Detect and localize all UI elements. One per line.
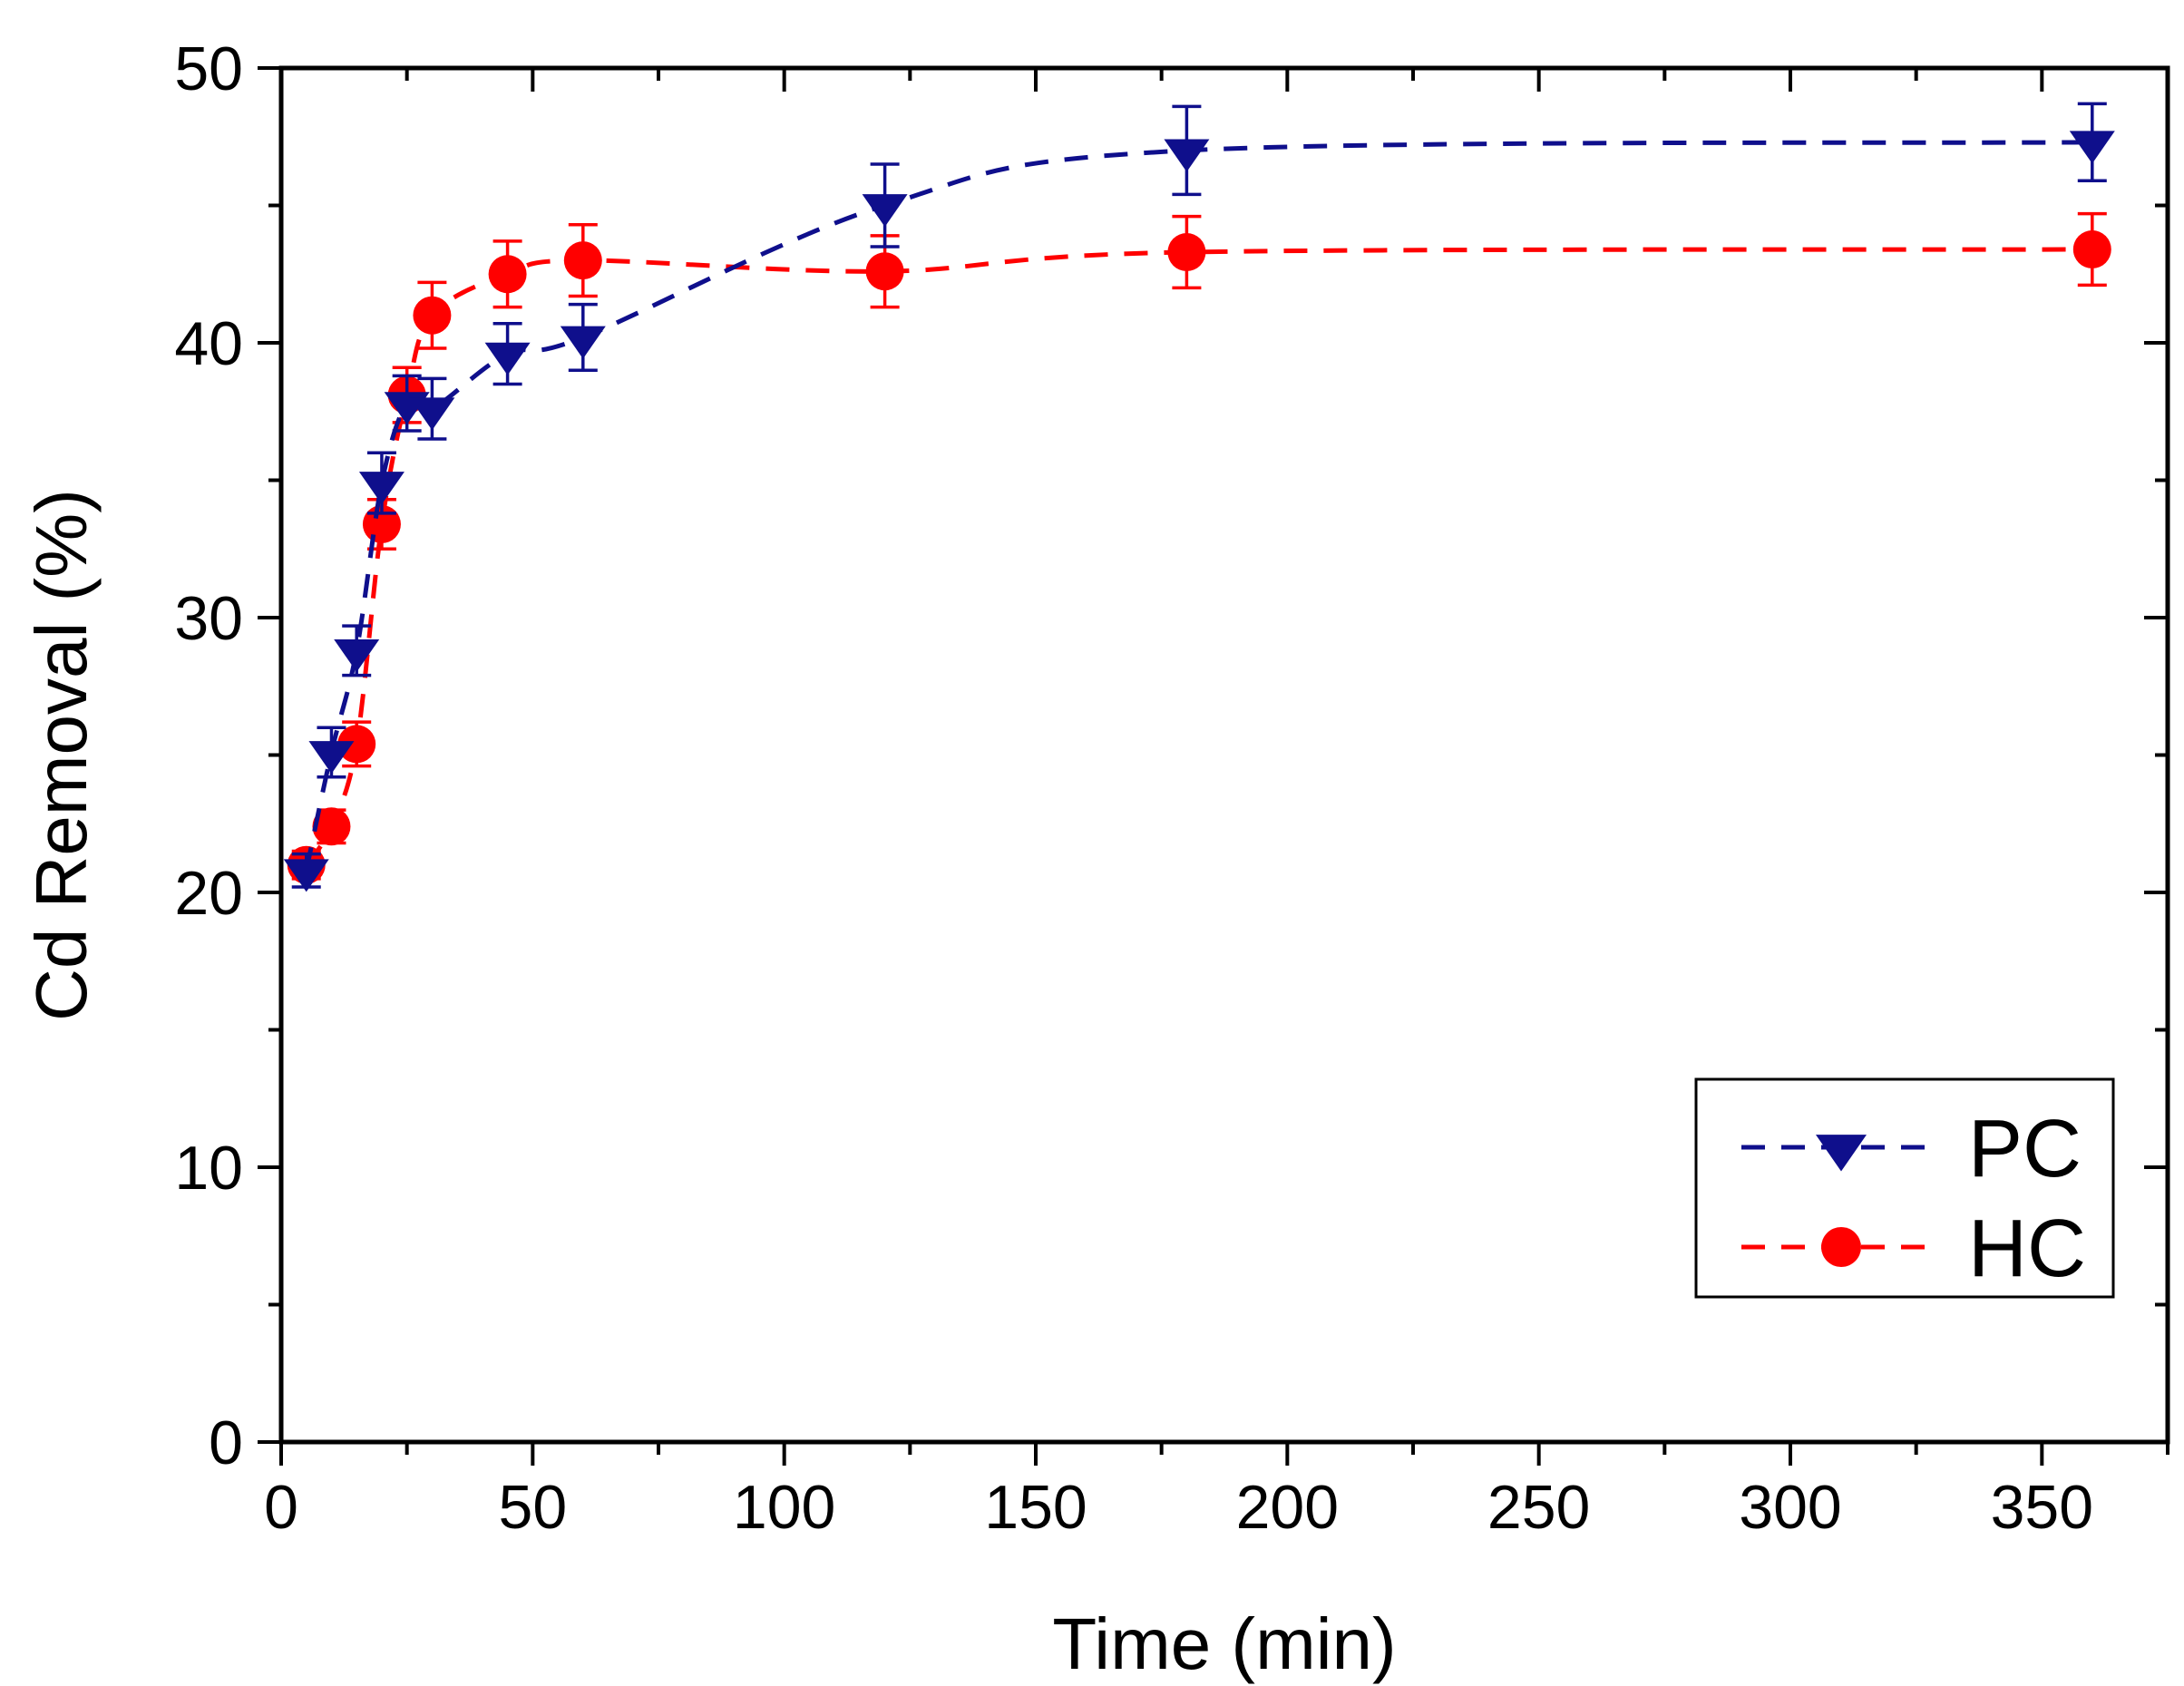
legend: PC HC [1694,1077,2115,1299]
series-pc-point [560,326,606,359]
series-pc-point [1164,139,1210,172]
x-tick-label: 250 [1487,1473,1590,1542]
x-tick-label: 0 [264,1473,298,1542]
legend-pc-marker [1816,1135,1867,1172]
legend-hc-marker [1821,1227,1861,1267]
y-tick-label: 30 [174,584,243,653]
series-pc-point [308,741,355,775]
series-hc-point [337,725,376,764]
x-tick-label: 200 [1236,1473,1339,1542]
y-tick-label: 20 [174,859,243,928]
series-pc-point [2069,131,2115,164]
x-tick-label: 150 [984,1473,1087,1542]
series-pc-point [283,859,329,892]
series-hc-line [304,247,2092,867]
legend-item-pc: PC [1741,1104,2082,1194]
y-tick-label: 10 [174,1134,243,1203]
series-pc-point [484,342,531,375]
x-axis-title: Time (min) [1052,1603,1396,1684]
series-pc-point [409,397,455,431]
series-pc-point [334,638,380,672]
series-hc-point [488,255,527,294]
series-hc-point [865,252,904,291]
x-tick-label: 100 [733,1473,835,1542]
series-pc [283,102,2115,892]
series-layer [283,102,2115,892]
x-tick-label: 50 [499,1473,568,1542]
series-hc-point [563,241,602,280]
series-hc-point [2072,229,2111,268]
series-hc-point [413,296,452,335]
y-tick-label: 0 [209,1408,243,1477]
y-axis-title: Cd Removal (%) [21,489,102,1021]
legend-hc-label: HC [1968,1204,2086,1294]
legend-item-hc: HC [1741,1204,2086,1294]
legend-box [1694,1077,2115,1299]
axes-layer: 0 50 100 150 200 250 300 350 0 10 20 30 40 50 [174,34,2169,1542]
y-tick-label: 50 [174,34,243,103]
legend-pc-label: PC [1968,1104,2082,1194]
x-tick-label: 300 [1739,1473,1841,1542]
series-hc-point [312,807,351,846]
y-tick-label: 40 [174,309,243,378]
series-pc-point [358,472,405,505]
x-tick-label: 350 [1991,1473,2093,1542]
series-pc-point [862,194,908,228]
series-hc [287,211,2111,884]
series-hc-point [1167,233,1206,272]
